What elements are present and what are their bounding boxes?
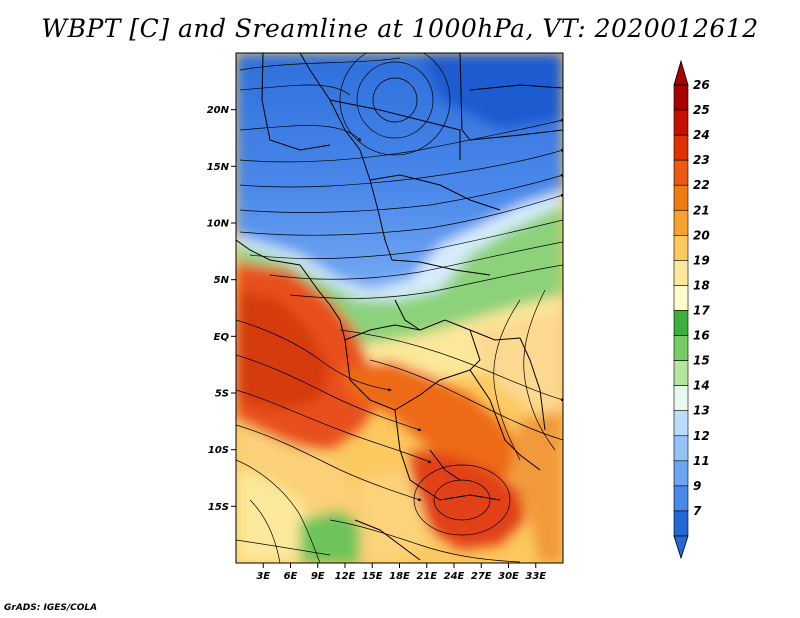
lon-tick-label: 27E [471, 571, 492, 582]
colorbar-swatch [673, 335, 689, 361]
colorbar-swatch [673, 310, 689, 336]
lon-tick-label: 33E [525, 571, 546, 582]
lat-tick-label: 5N [214, 275, 230, 286]
lat-tick-label: 10S [208, 445, 229, 456]
colorbar-label: 23 [693, 153, 710, 167]
footer-credit: GrADS: IGES/COLA [4, 603, 98, 613]
latitude-axis: 20N 15N 10N 5N EQ 5S 10S 15S [207, 105, 236, 513]
colorbar: 26 25 24 23 22 21 20 19 18 17 16 15 14 13 12 11 9 7 [673, 59, 710, 560]
colorbar-label: 25 [693, 103, 710, 117]
colorbar-swatch [673, 209, 689, 236]
lon-tick-label: 3E [256, 571, 270, 582]
colorbar-label: 12 [693, 429, 710, 443]
colorbar-swatch [673, 510, 689, 537]
streamlines [236, 53, 563, 563]
colorbar-label: 14 [693, 379, 710, 393]
colorbar-swatch [673, 159, 689, 186]
colorbar-label: 9 [693, 479, 701, 493]
lat-tick-label: 15N [207, 162, 230, 173]
lat-tick-label: 15S [208, 502, 229, 513]
colorbar-swatch [673, 260, 689, 286]
colorbar-swatch [673, 460, 689, 487]
longitude-axis: 3E 6E 9E 12E 15E 18E 21E 24E 27E 30E 33E [256, 563, 546, 582]
colorbar-swatch [673, 485, 689, 512]
colorbar-swatch [673, 285, 689, 311]
colorbar-swatch [673, 109, 689, 136]
chart-title: WBPT [C] and Sreamline at 1000hPa, VT: 2… [41, 14, 759, 43]
colorbar-label: 18 [693, 278, 710, 292]
colorbar-label: 24 [693, 128, 710, 142]
colorbar-swatch [673, 184, 689, 211]
lat-tick-label: 10N [207, 219, 230, 230]
colorbar-label: 7 [693, 504, 702, 518]
lon-tick-label: 9E [311, 571, 325, 582]
lon-tick-label: 21E [416, 571, 437, 582]
colorbar-swatch [673, 435, 689, 462]
colorbar-swatch [673, 385, 689, 412]
colorbar-label: 15 [693, 354, 710, 368]
colorbar-label: 19 [693, 253, 710, 267]
colorbar-bottom-arrow [673, 535, 689, 560]
colorbar-label: 26 [693, 78, 710, 92]
colorbar-swatch [673, 410, 689, 437]
colorbar-label: 11 [693, 454, 710, 468]
colorbar-label: 16 [693, 329, 710, 343]
colorbar-label: 21 [693, 203, 710, 217]
colorbar-swatch [673, 360, 689, 386]
colorbar-label: 20 [693, 228, 710, 242]
lat-tick-label: 20N [207, 105, 230, 116]
lat-tick-label: EQ [214, 332, 230, 343]
colorbar-swatch [673, 134, 689, 161]
colorbar-label: 13 [693, 404, 710, 418]
colorbar-swatch [673, 84, 689, 111]
lon-tick-label: 30E [498, 571, 519, 582]
country-borders [236, 53, 563, 561]
colorbar-top-arrow [673, 59, 689, 86]
lon-tick-label: 15E [362, 571, 383, 582]
lat-tick-label: 5S [215, 389, 229, 400]
lon-tick-label: 24E [444, 571, 465, 582]
colorbar-label: 22 [693, 178, 710, 192]
colorbar-label: 17 [693, 304, 710, 318]
colorbar-swatch [673, 235, 689, 261]
lon-tick-label: 18E [389, 571, 410, 582]
lon-tick-label: 6E [284, 571, 298, 582]
lon-tick-label: 12E [335, 571, 356, 582]
